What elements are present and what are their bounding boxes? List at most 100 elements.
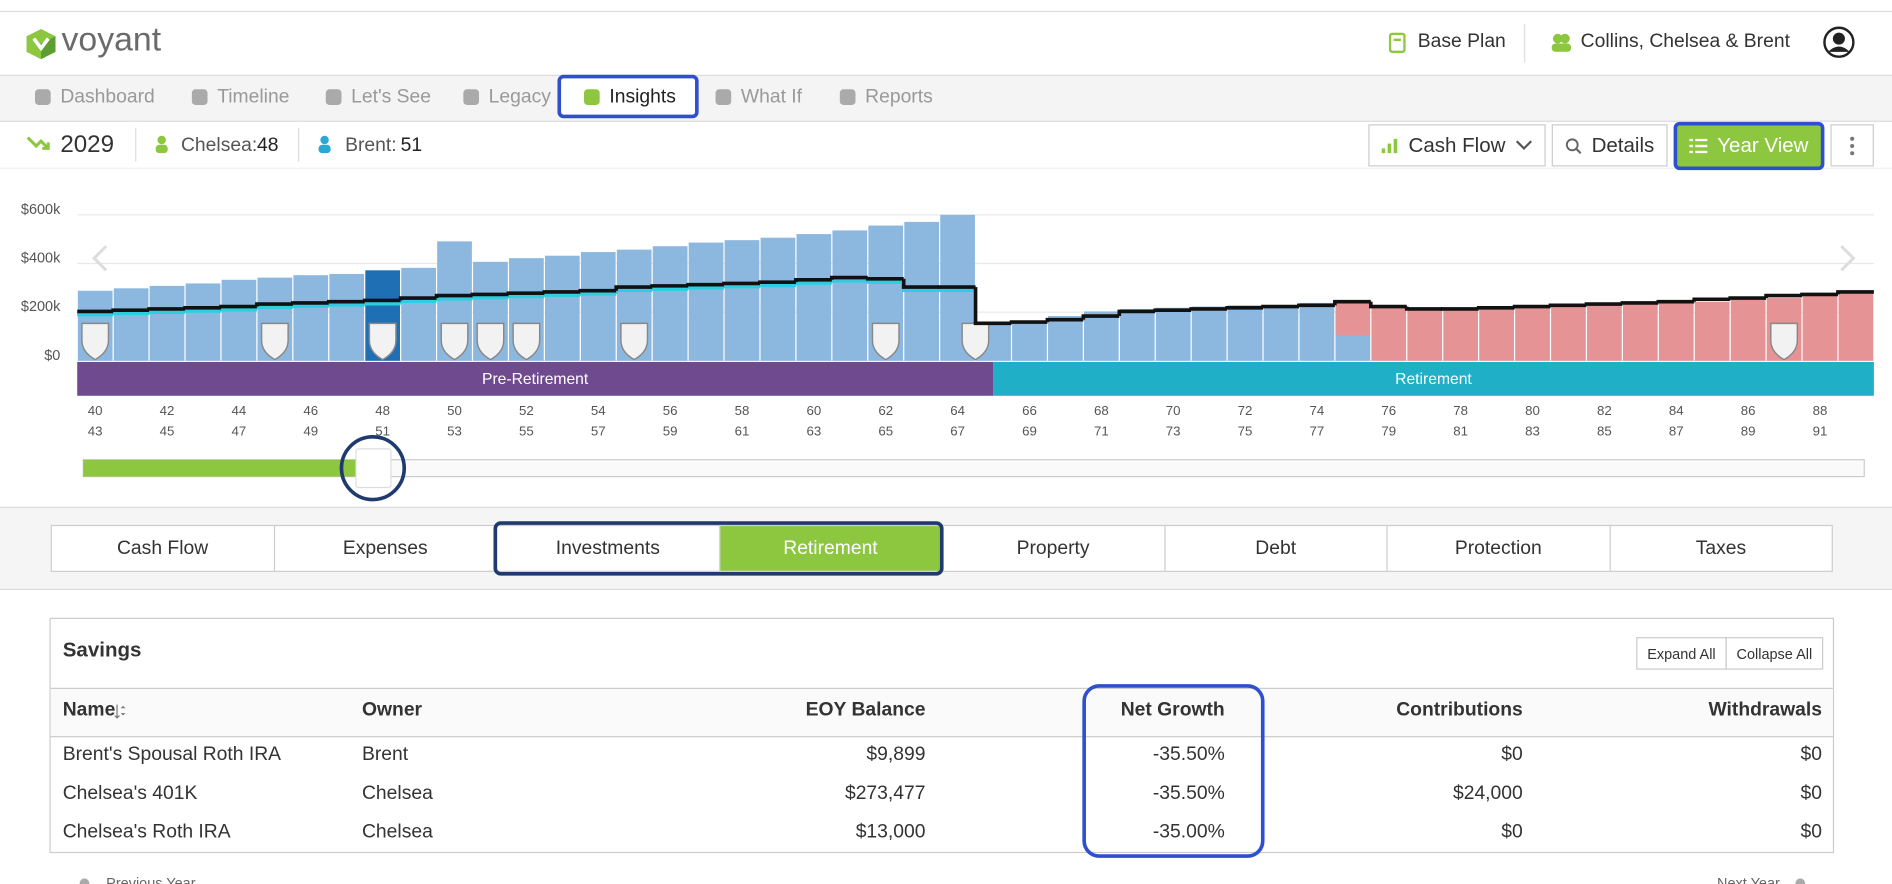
column-header: Owner <box>361 699 423 721</box>
bar <box>1515 307 1550 361</box>
nav-item[interactable]: Let's See <box>351 86 432 108</box>
bar <box>796 234 832 361</box>
expand-button[interactable]: Expand All <box>1636 637 1727 670</box>
prev-icon[interactable] <box>77 876 91 884</box>
table-header <box>50 687 1833 738</box>
year: 2029 <box>60 131 115 159</box>
tab[interactable]: Cash Flow <box>52 526 275 571</box>
column-header: Contributions <box>1396 699 1523 721</box>
slider-handle[interactable] <box>355 448 392 489</box>
table-cell: Chelsea <box>361 821 433 843</box>
nav-item[interactable]: Timeline <box>217 86 290 108</box>
event-marker[interactable] <box>512 322 541 361</box>
details-label: Details <box>1591 133 1655 157</box>
x-tick-label: 88 <box>1813 403 1828 418</box>
event-marker[interactable] <box>476 322 505 361</box>
x-tick-label-secondary: 55 <box>519 423 534 438</box>
event-marker[interactable] <box>1770 322 1799 361</box>
more-button[interactable] <box>1830 124 1874 167</box>
x-tick-label: 74 <box>1310 403 1325 418</box>
x-tick-label-secondary: 83 <box>1525 423 1540 438</box>
bar <box>1443 310 1479 361</box>
x-tick-label-secondary: 47 <box>232 423 247 438</box>
x-tick-label-secondary: 67 <box>950 423 965 438</box>
phase-band <box>77 361 994 396</box>
column-header: Name <box>62 699 116 721</box>
clients-name[interactable]: Collins, Chelsea & Brent <box>1580 31 1790 52</box>
table-cell: $0 <box>1501 744 1523 766</box>
x-tick-label: 72 <box>1238 403 1253 418</box>
event-marker[interactable] <box>260 322 289 361</box>
view-select-label: Cash Flow <box>1408 133 1506 157</box>
x-tick-label: 44 <box>232 403 247 418</box>
y-tick-label: $200k <box>21 299 61 315</box>
event-marker[interactable] <box>871 322 900 361</box>
x-tick-label-secondary: 51 <box>375 423 390 438</box>
x-tick-label: 46 <box>303 403 318 418</box>
nav-item[interactable]: Dashboard <box>60 86 155 108</box>
x-tick-label: 62 <box>878 403 893 418</box>
x-tick-label-secondary: 89 <box>1741 423 1756 438</box>
tab[interactable]: Protection <box>1388 526 1611 571</box>
tab[interactable]: Investments <box>497 526 720 571</box>
sort-icon[interactable] <box>114 703 127 719</box>
nav-item[interactable]: Insights <box>609 86 676 108</box>
year-view-button[interactable]: Year View <box>1673 121 1825 171</box>
logo-icon <box>26 28 56 60</box>
table-cell: -35.50% <box>1152 783 1225 804</box>
avatar[interactable] <box>1822 25 1856 59</box>
table-cell: Chelsea's 401K <box>62 783 198 804</box>
nav-active-highlight <box>557 74 699 119</box>
event-marker[interactable] <box>368 322 397 361</box>
prev-year[interactable]: Previous Year <box>106 874 196 884</box>
list-icon <box>1689 138 1708 154</box>
event-marker[interactable] <box>961 322 990 361</box>
table-cell: $0 <box>1800 821 1823 843</box>
x-tick-label: 56 <box>663 403 678 418</box>
event-marker[interactable] <box>620 322 649 361</box>
bar <box>1263 305 1299 361</box>
bar <box>113 288 149 361</box>
chart-next[interactable] <box>1840 245 1856 272</box>
phase-label: Retirement <box>1395 371 1472 388</box>
x-tick-label: 66 <box>1022 403 1037 418</box>
details-button[interactable]: Details <box>1551 124 1668 167</box>
bar <box>293 275 329 361</box>
x-tick-label: 68 <box>1094 403 1109 418</box>
person1-label: Chelsea: <box>180 135 258 156</box>
view-select[interactable]: Cash Flow <box>1368 124 1546 167</box>
next-year[interactable]: Next Year <box>1717 874 1780 884</box>
collapse-button[interactable]: Collapse All <box>1725 637 1824 670</box>
nav-icon <box>584 89 600 105</box>
slider-handle-ring[interactable] <box>339 434 407 502</box>
bar <box>1802 295 1838 361</box>
bar <box>149 285 185 361</box>
event-marker[interactable] <box>81 322 110 361</box>
plan-name[interactable]: Base Plan <box>1417 31 1506 52</box>
tab[interactable]: Taxes <box>1695 537 1747 559</box>
nav-icon <box>463 89 480 105</box>
nav-item[interactable]: Reports <box>865 86 933 108</box>
separator <box>298 127 300 162</box>
bar-icon <box>1382 138 1398 153</box>
x-tick-label: 82 <box>1597 403 1612 418</box>
x-tick-label: 60 <box>806 403 821 418</box>
bar <box>1048 316 1083 361</box>
tab[interactable]: Retirement <box>719 526 943 571</box>
bar <box>652 246 688 361</box>
x-tick-label-secondary: 73 <box>1166 423 1181 438</box>
nav-item[interactable]: Legacy <box>488 86 551 108</box>
next-icon[interactable] <box>1793 876 1807 884</box>
tab[interactable]: Expenses <box>275 526 498 571</box>
event-marker[interactable] <box>440 322 469 361</box>
tab[interactable]: Property <box>942 526 1166 571</box>
tab[interactable]: Debt <box>1165 526 1388 571</box>
chart-prev[interactable] <box>91 245 108 272</box>
separator <box>135 127 137 162</box>
bar <box>1191 306 1227 361</box>
nav-item[interactable]: What If <box>740 86 803 108</box>
table-cell: $13,000 <box>855 821 926 843</box>
nav-icon <box>191 89 208 105</box>
bar <box>760 237 796 361</box>
